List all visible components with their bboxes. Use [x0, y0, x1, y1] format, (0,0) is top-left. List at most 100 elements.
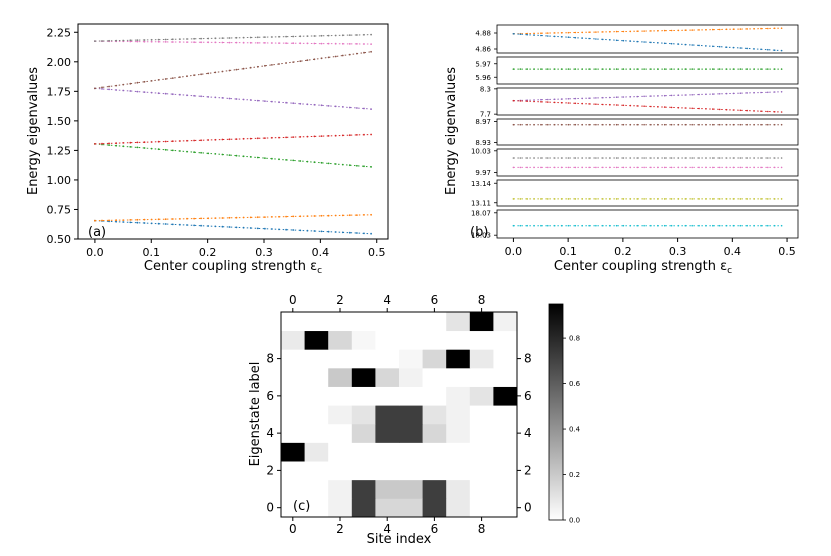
panel-b-point [560, 123, 563, 126]
panel-a-point [214, 153, 217, 155]
panel-b-point [780, 49, 783, 52]
panel-b-point [725, 166, 728, 169]
panel-b-point [753, 166, 755, 169]
panel-b-point [595, 123, 597, 126]
panel-b-point [636, 68, 638, 70]
panel-a-point [179, 150, 181, 152]
panel-b-point [663, 29, 666, 32]
panel-b-point [718, 123, 721, 126]
panel-b-point [602, 96, 604, 99]
panel-b-point [650, 224, 652, 227]
panel-a-point [320, 214, 323, 217]
panel-a-point [348, 43, 351, 45]
panel-b-point [677, 43, 680, 45]
panel-a-series-line-3 [94, 134, 372, 145]
panel-a-point [306, 59, 309, 62]
heatmap-cell [446, 423, 471, 443]
panel-b-band-5: 13.14 13.11 [471, 179, 799, 207]
panel-c-xtick-label-bottom: 6 [431, 522, 439, 536]
panel-b-point [547, 123, 549, 126]
panel-b-point [739, 157, 742, 159]
panel-b-point [519, 33, 522, 35]
panel-a-point [249, 227, 252, 229]
panel-b-point [780, 91, 783, 93]
panel-b-point [519, 123, 522, 126]
panel-b-point [760, 48, 762, 51]
panel-a-point [370, 213, 372, 216]
panel-b-point [567, 36, 570, 38]
panel-a-point [207, 217, 210, 220]
panel-a-point [320, 161, 323, 164]
heatmap-cell [375, 367, 400, 387]
panel-a-point [292, 102, 295, 105]
panel-b-band-3: 8.97 8.93 [475, 118, 799, 147]
panel-b-point [712, 68, 714, 70]
panel-b-point [718, 157, 721, 159]
panel-b-point [608, 166, 611, 169]
panel-a-point [235, 68, 238, 71]
panel-a-point [299, 229, 302, 232]
panel-b-point [650, 68, 652, 70]
heatmap-cell [469, 461, 494, 481]
heatmap-cell [399, 479, 423, 499]
panel-a-point [207, 96, 210, 98]
panel-a-xtick-label: 0.5 [368, 246, 386, 259]
panel-a-point [186, 41, 188, 43]
panel-a-series-4 [94, 87, 372, 110]
panel-b-point [773, 27, 776, 30]
panel-a-point [214, 225, 217, 228]
panel-a-point [285, 228, 287, 231]
panel-b-point [540, 101, 542, 103]
panel-a-xlabel: Center coupling strength εc [144, 259, 322, 276]
heatmap-cell [399, 442, 423, 462]
panel-a-point [200, 224, 203, 227]
heatmap-cell [304, 423, 329, 443]
panel-a-ytick-label: 2.00 [47, 56, 72, 69]
heatmap-cell [281, 498, 305, 518]
panel-a-point [171, 140, 174, 143]
panel-b-point [643, 30, 645, 32]
panel-a-series-line-6 [94, 40, 372, 45]
panel-a-point [157, 218, 160, 221]
panel-a-point [370, 232, 372, 235]
panel-a-point [313, 42, 316, 45]
panel-b-point [581, 31, 583, 34]
panel-b: 4.884.865.975.968.37.78.978.9310.039.971… [444, 24, 799, 276]
heatmap-cell [281, 461, 305, 481]
panel-a-point [221, 225, 224, 228]
panel-b-point [705, 224, 707, 227]
panel-b-point [622, 104, 625, 107]
panel-b-point [595, 68, 597, 70]
panel-a-point [129, 146, 132, 148]
panel-a-point [136, 221, 139, 224]
panel-b-point [698, 93, 700, 96]
panel-a-point [108, 39, 110, 42]
heatmap-cell [446, 386, 471, 406]
heatmap-cell [375, 349, 400, 369]
panel-a-point [256, 65, 259, 68]
panel-a-point [292, 229, 295, 231]
panel-a-point [299, 160, 302, 162]
panel-b-point [574, 102, 577, 105]
panel-c-xtick-label-bottom: 4 [383, 522, 391, 536]
heatmap-cell [469, 405, 494, 425]
panel-b-point [540, 166, 542, 169]
colorbar-tick-label: 0.2 [569, 471, 580, 479]
panel-b-point [773, 198, 776, 200]
panel-b-point [636, 224, 638, 227]
panel-b-point [767, 68, 769, 70]
heatmap-cell [351, 442, 376, 462]
panel-a-point [271, 228, 273, 230]
heatmap-cell [281, 405, 305, 425]
panel-b-point [657, 106, 659, 108]
panel-a-point [228, 37, 231, 39]
panel-a-point [348, 164, 351, 167]
panel-b-point [732, 198, 735, 200]
panel-b-point [574, 36, 577, 39]
panel-b-point [643, 157, 645, 159]
heatmap-cell [493, 312, 518, 332]
panel-b-point [650, 157, 652, 159]
panel-a-point [363, 51, 365, 54]
panel-b-point [512, 224, 515, 227]
panel-a-point [327, 162, 330, 165]
